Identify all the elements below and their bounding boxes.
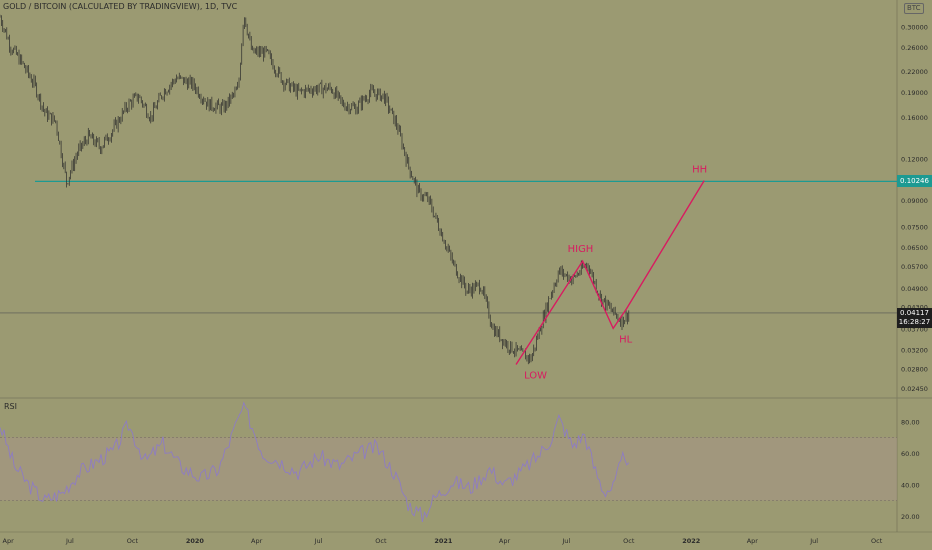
time-tick-label: Oct — [127, 537, 139, 545]
time-tick-label: Apr — [747, 537, 759, 545]
time-tick-label: Oct — [375, 537, 387, 545]
rsi-tick-label: 60.00 — [901, 450, 920, 458]
time-tick-label: Oct — [871, 537, 883, 545]
price-tick-label: 0.03200 — [901, 346, 928, 354]
annotation-label: HIGH — [568, 244, 594, 255]
rsi-tick-label: 40.00 — [901, 482, 920, 490]
annotation-label: HL — [619, 334, 633, 345]
price-tick-label: 0.06500 — [901, 244, 928, 252]
time-tick-label: Oct — [623, 537, 635, 545]
time-tick-label: Jul — [314, 537, 323, 545]
time-tick-label: Apr — [251, 537, 263, 545]
hline-price-tag: 0.10246 — [897, 175, 932, 188]
time-tick-label: Jul — [561, 537, 570, 545]
annotation-label: LOW — [524, 371, 547, 382]
current-price-time: 16:28:27 — [898, 317, 931, 326]
currency-badge[interactable]: BTC — [904, 3, 924, 14]
time-tick-label: 2022 — [682, 537, 700, 545]
rsi-tick-label: 20.00 — [901, 513, 920, 521]
time-tick-label: 2020 — [186, 537, 205, 545]
price-tick-label: 0.19000 — [901, 89, 928, 97]
annotation-labels: LOW HIGH HL HH — [524, 165, 707, 382]
projection-path[interactable] — [515, 180, 705, 365]
time-tick-label: Jul — [809, 537, 818, 545]
rsi-tick-label: 80.00 — [901, 419, 920, 427]
current-price-value: 0.04117 — [900, 308, 929, 317]
chart-title: GOLD / BITCOIN (CALCULATED BY TRADINGVIE… — [3, 2, 238, 11]
price-tick-label: 0.02450 — [901, 385, 928, 393]
time-tick-label: Apr — [3, 537, 15, 545]
price-tick-label: 0.02800 — [901, 366, 928, 374]
time-tick-label: Jul — [65, 537, 74, 545]
rsi-pane-label: RSI — [4, 402, 17, 411]
price-axis[interactable]: 0.30000 0.26000 0.22000 0.19000 0.16000 0.120… — [901, 23, 928, 393]
annotation-label: HH — [692, 165, 707, 176]
price-tick-label: 0.07500 — [901, 223, 928, 231]
time-axis[interactable]: Apr Jul Oct 2020 Apr Jul Oct 2021 Apr Jul Oct 2022 A… — [3, 537, 883, 545]
price-tick-label: 0.04900 — [901, 285, 928, 293]
rsi-band — [0, 437, 897, 501]
price-tick-label: 0.22000 — [901, 68, 928, 76]
price-series — [0, 14, 630, 365]
price-tick-label: 0.09000 — [901, 197, 928, 205]
price-tick-label: 0.16000 — [901, 114, 928, 122]
rsi-line — [0, 401, 630, 523]
current-price-tag: 0.04117 16:28:27 — [897, 307, 932, 328]
time-tick-label: Apr — [499, 537, 511, 545]
rsi-axis[interactable]: 80.00 60.00 40.00 20.00 — [0, 419, 920, 522]
price-pane-bg — [0, 0, 932, 397]
price-tick-label: 0.12000 — [901, 156, 928, 164]
time-tick-label: 2021 — [434, 537, 453, 545]
price-tick-label: 0.26000 — [901, 44, 928, 52]
price-tick-label: 0.03700 — [901, 325, 928, 333]
price-tick-label: 0.04300 — [901, 304, 928, 312]
price-tick-label: 0.05700 — [901, 263, 928, 271]
price-tick-label: 0.30000 — [901, 23, 928, 31]
